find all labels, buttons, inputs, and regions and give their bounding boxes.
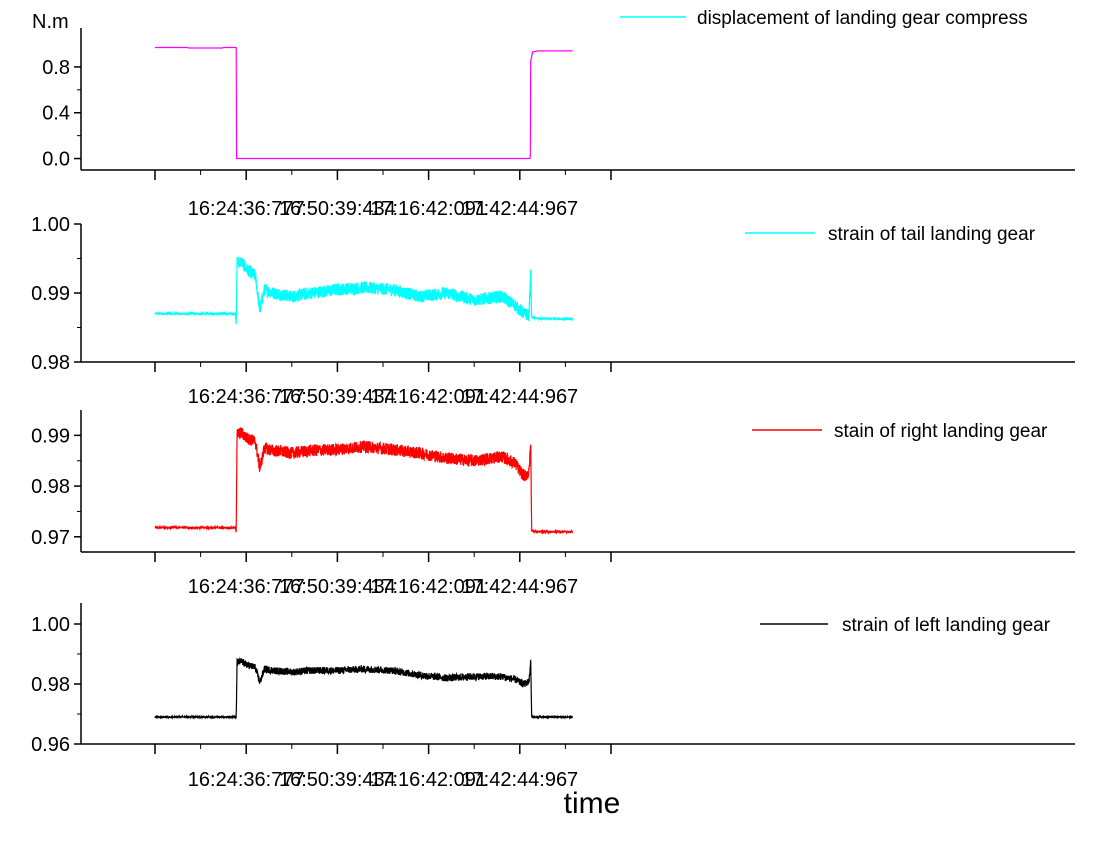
y-tick-label: 0.4 <box>42 103 70 125</box>
x-tick-label: 16:24:36:777 <box>188 576 305 598</box>
y-tick-label: 0.98 <box>31 476 70 498</box>
chart-panel: 0.0 0.4 0.8 N.m 16:24:36:77716:50:39:43417:1… <box>32 8 1075 220</box>
y-tick-label: 0.99 <box>31 283 70 305</box>
data-series-line <box>155 46 573 160</box>
x-tick-label: 17:42:44:967 <box>461 769 578 791</box>
y-tick-label: 0.96 <box>31 734 70 756</box>
x-tick-label: 16:50:39:434 <box>279 576 396 598</box>
x-tick-label: 17:42:44:967 <box>461 386 578 408</box>
data-series-line <box>154 256 574 325</box>
data-series-line <box>154 656 573 720</box>
x-tick-label: 16:50:39:434 <box>279 386 396 408</box>
x-tick-label: 17:16:42:091 <box>370 386 487 408</box>
y-tick-label: 0.97 <box>31 527 70 549</box>
x-tick-label: 17:16:42:091 <box>370 576 487 598</box>
chart-panel: 0.97 0.98 0.99 16:24:36:77716:50:39:43417:1… <box>31 410 1075 598</box>
legend-label: displacement of landing gear compress <box>697 8 1028 29</box>
y-tick-label: 0.99 <box>31 425 70 447</box>
x-tick-label: 17:16:42:091 <box>370 198 487 220</box>
chart-panel: 0.96 0.98 1.00 16:24:36:77716:50:39:43417:1… <box>31 603 1075 791</box>
x-axis-label: time <box>564 787 621 820</box>
y-tick-label: 0.8 <box>42 57 70 79</box>
legend-label: stain of right landing gear <box>834 421 1048 442</box>
y-tick-label: 1.00 <box>31 614 70 636</box>
data-series-line <box>154 427 574 535</box>
chart-panel: 0.98 0.99 1.00 16:24:36:77716:50:39:43417:1… <box>31 214 1075 408</box>
y-tick-label: 1.00 <box>31 214 70 236</box>
x-tick-label: 16:50:39:434 <box>279 198 396 220</box>
y-tick-label: 0.0 <box>42 149 70 171</box>
legend-label: strain of tail landing gear <box>828 224 1036 245</box>
x-tick-label: 16:50:39:434 <box>279 769 396 791</box>
x-tick-label: 16:24:36:777 <box>188 769 305 791</box>
y-tick-label: 0.98 <box>31 674 70 696</box>
chart-panels: 0.00.40.8N.m16:24:36:77716:50:39:43417:1… <box>31 8 1075 791</box>
y-axis-unit-label: N.m <box>32 11 69 33</box>
legend-label: strain of left landing gear <box>842 615 1051 636</box>
x-tick-label: 17:42:44:967 <box>461 198 578 220</box>
x-tick-label: 16:24:36:777 <box>188 198 305 220</box>
x-tick-label: 17:42:44:967 <box>461 576 578 598</box>
y-tick-label: 0.98 <box>31 352 70 374</box>
x-tick-label: 16:24:36:777 <box>188 386 305 408</box>
x-tick-label: 17:16:42:091 <box>370 769 487 791</box>
